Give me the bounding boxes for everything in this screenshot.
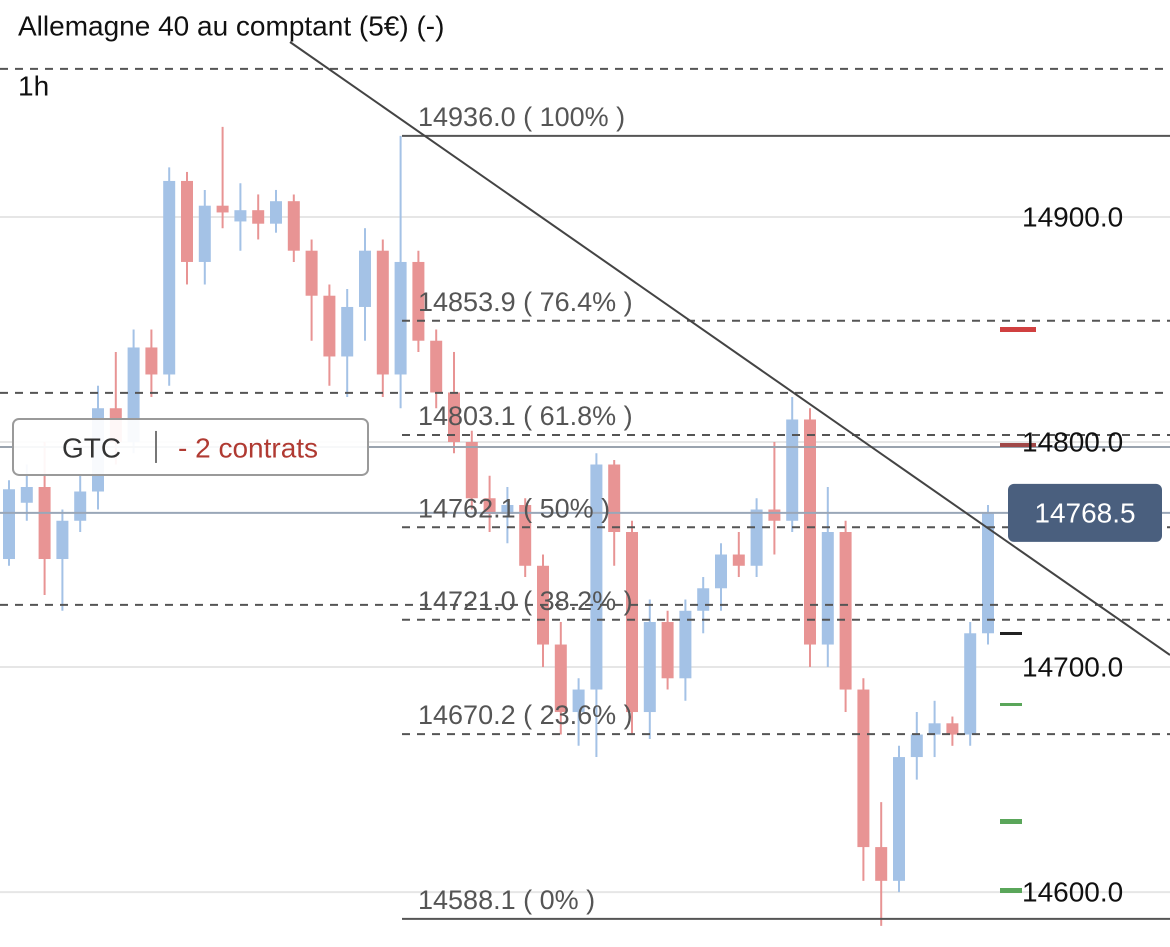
fib-label: 14721.0 ( 38.2% ): [418, 586, 633, 616]
candle-body: [305, 250, 318, 296]
candle-body: [3, 489, 15, 560]
candle-body: [430, 340, 443, 393]
candle-body: [715, 554, 727, 589]
y-tick-label: 14800.0: [1022, 426, 1123, 457]
fib-label: 14670.2 ( 23.6% ): [418, 700, 633, 730]
candle-body: [554, 644, 567, 713]
candle-body: [394, 261, 407, 375]
candle-body: [448, 392, 460, 442]
candle-body: [643, 622, 656, 713]
fib-label: 14936.0 ( 100% ): [418, 102, 625, 132]
candle-body: [20, 487, 33, 503]
candle-body: [501, 505, 514, 515]
order-marker: [1000, 703, 1022, 706]
current-price-box: [1008, 483, 1162, 542]
candle-body: [38, 487, 51, 560]
candle-body: [163, 180, 176, 375]
order-type: GTC: [62, 432, 121, 463]
candle-body: [465, 441, 478, 499]
candle-body: [697, 588, 710, 611]
candle-body: [768, 509, 781, 521]
candle-body: [732, 554, 745, 566]
y-tick-label: 14700.0: [1022, 651, 1123, 682]
candle-body: [341, 306, 354, 357]
candle-body: [216, 205, 229, 213]
candle-body: [198, 205, 211, 262]
grid-layer: [0, 215, 1170, 894]
candle-body: [821, 532, 834, 645]
chart-title: Allemagne 40 au comptant (5€) (-): [18, 10, 444, 41]
label-layer: 14600.0 14700.0 14800.0 14900.0 14936.0 ( 10…: [12, 102, 1162, 915]
candle-body: [946, 723, 959, 735]
order-label: - 2 contrats: [178, 432, 318, 463]
candle-body: [893, 757, 905, 881]
fib-label: 14803.1 ( 61.8% ): [418, 401, 633, 431]
candle-layer: [3, 126, 994, 926]
order-marker: [1000, 819, 1022, 824]
candle-body: [679, 610, 692, 679]
candle-body: [519, 505, 532, 566]
candle-body: [875, 847, 888, 881]
candle-body: [626, 532, 638, 713]
candle-body: [857, 689, 870, 848]
candle-body: [964, 633, 977, 735]
candle-body: [252, 210, 265, 224]
candle-body: [590, 464, 603, 690]
order-marker: [1000, 632, 1022, 635]
candle-body: [982, 512, 994, 634]
order-marker: [1000, 888, 1022, 893]
order-box: [12, 417, 369, 476]
y-tick-label: 14900.0: [1022, 201, 1123, 232]
fib-label: 14853.9 ( 76.4% ): [418, 287, 633, 317]
candle-body: [483, 498, 496, 515]
candle-body: [750, 509, 763, 566]
candle-body: [661, 622, 674, 679]
line-layer: [0, 67, 1170, 920]
order-marker: [1000, 443, 1036, 447]
candle-body: [804, 419, 816, 645]
current-price-label: 14768.5: [1034, 497, 1135, 528]
candle-body: [287, 201, 300, 251]
candle-body: [181, 180, 193, 262]
candle-body: [376, 250, 389, 375]
candle-body: [145, 347, 158, 375]
candle-body: [786, 419, 799, 521]
fib-label: 14762.1 ( 50% ): [418, 493, 610, 523]
candle-body: [839, 532, 852, 690]
candle-body: [56, 520, 69, 560]
candle-body: [572, 689, 585, 713]
order-marker: [1000, 327, 1036, 332]
fib-label: 14588.1 ( 0% ): [418, 885, 595, 915]
candle-body: [359, 250, 371, 307]
y-tick-label: 14600.0: [1022, 876, 1123, 907]
candle-body: [270, 201, 282, 224]
timeframe: 1h: [18, 70, 49, 101]
candle-body: [74, 491, 87, 521]
candle-body: [928, 723, 941, 735]
candle-body: [910, 734, 923, 758]
candle-body: [323, 295, 336, 357]
candle-body: [234, 210, 247, 222]
candle-body: [608, 464, 621, 533]
trend-line: [289, 41, 1170, 656]
